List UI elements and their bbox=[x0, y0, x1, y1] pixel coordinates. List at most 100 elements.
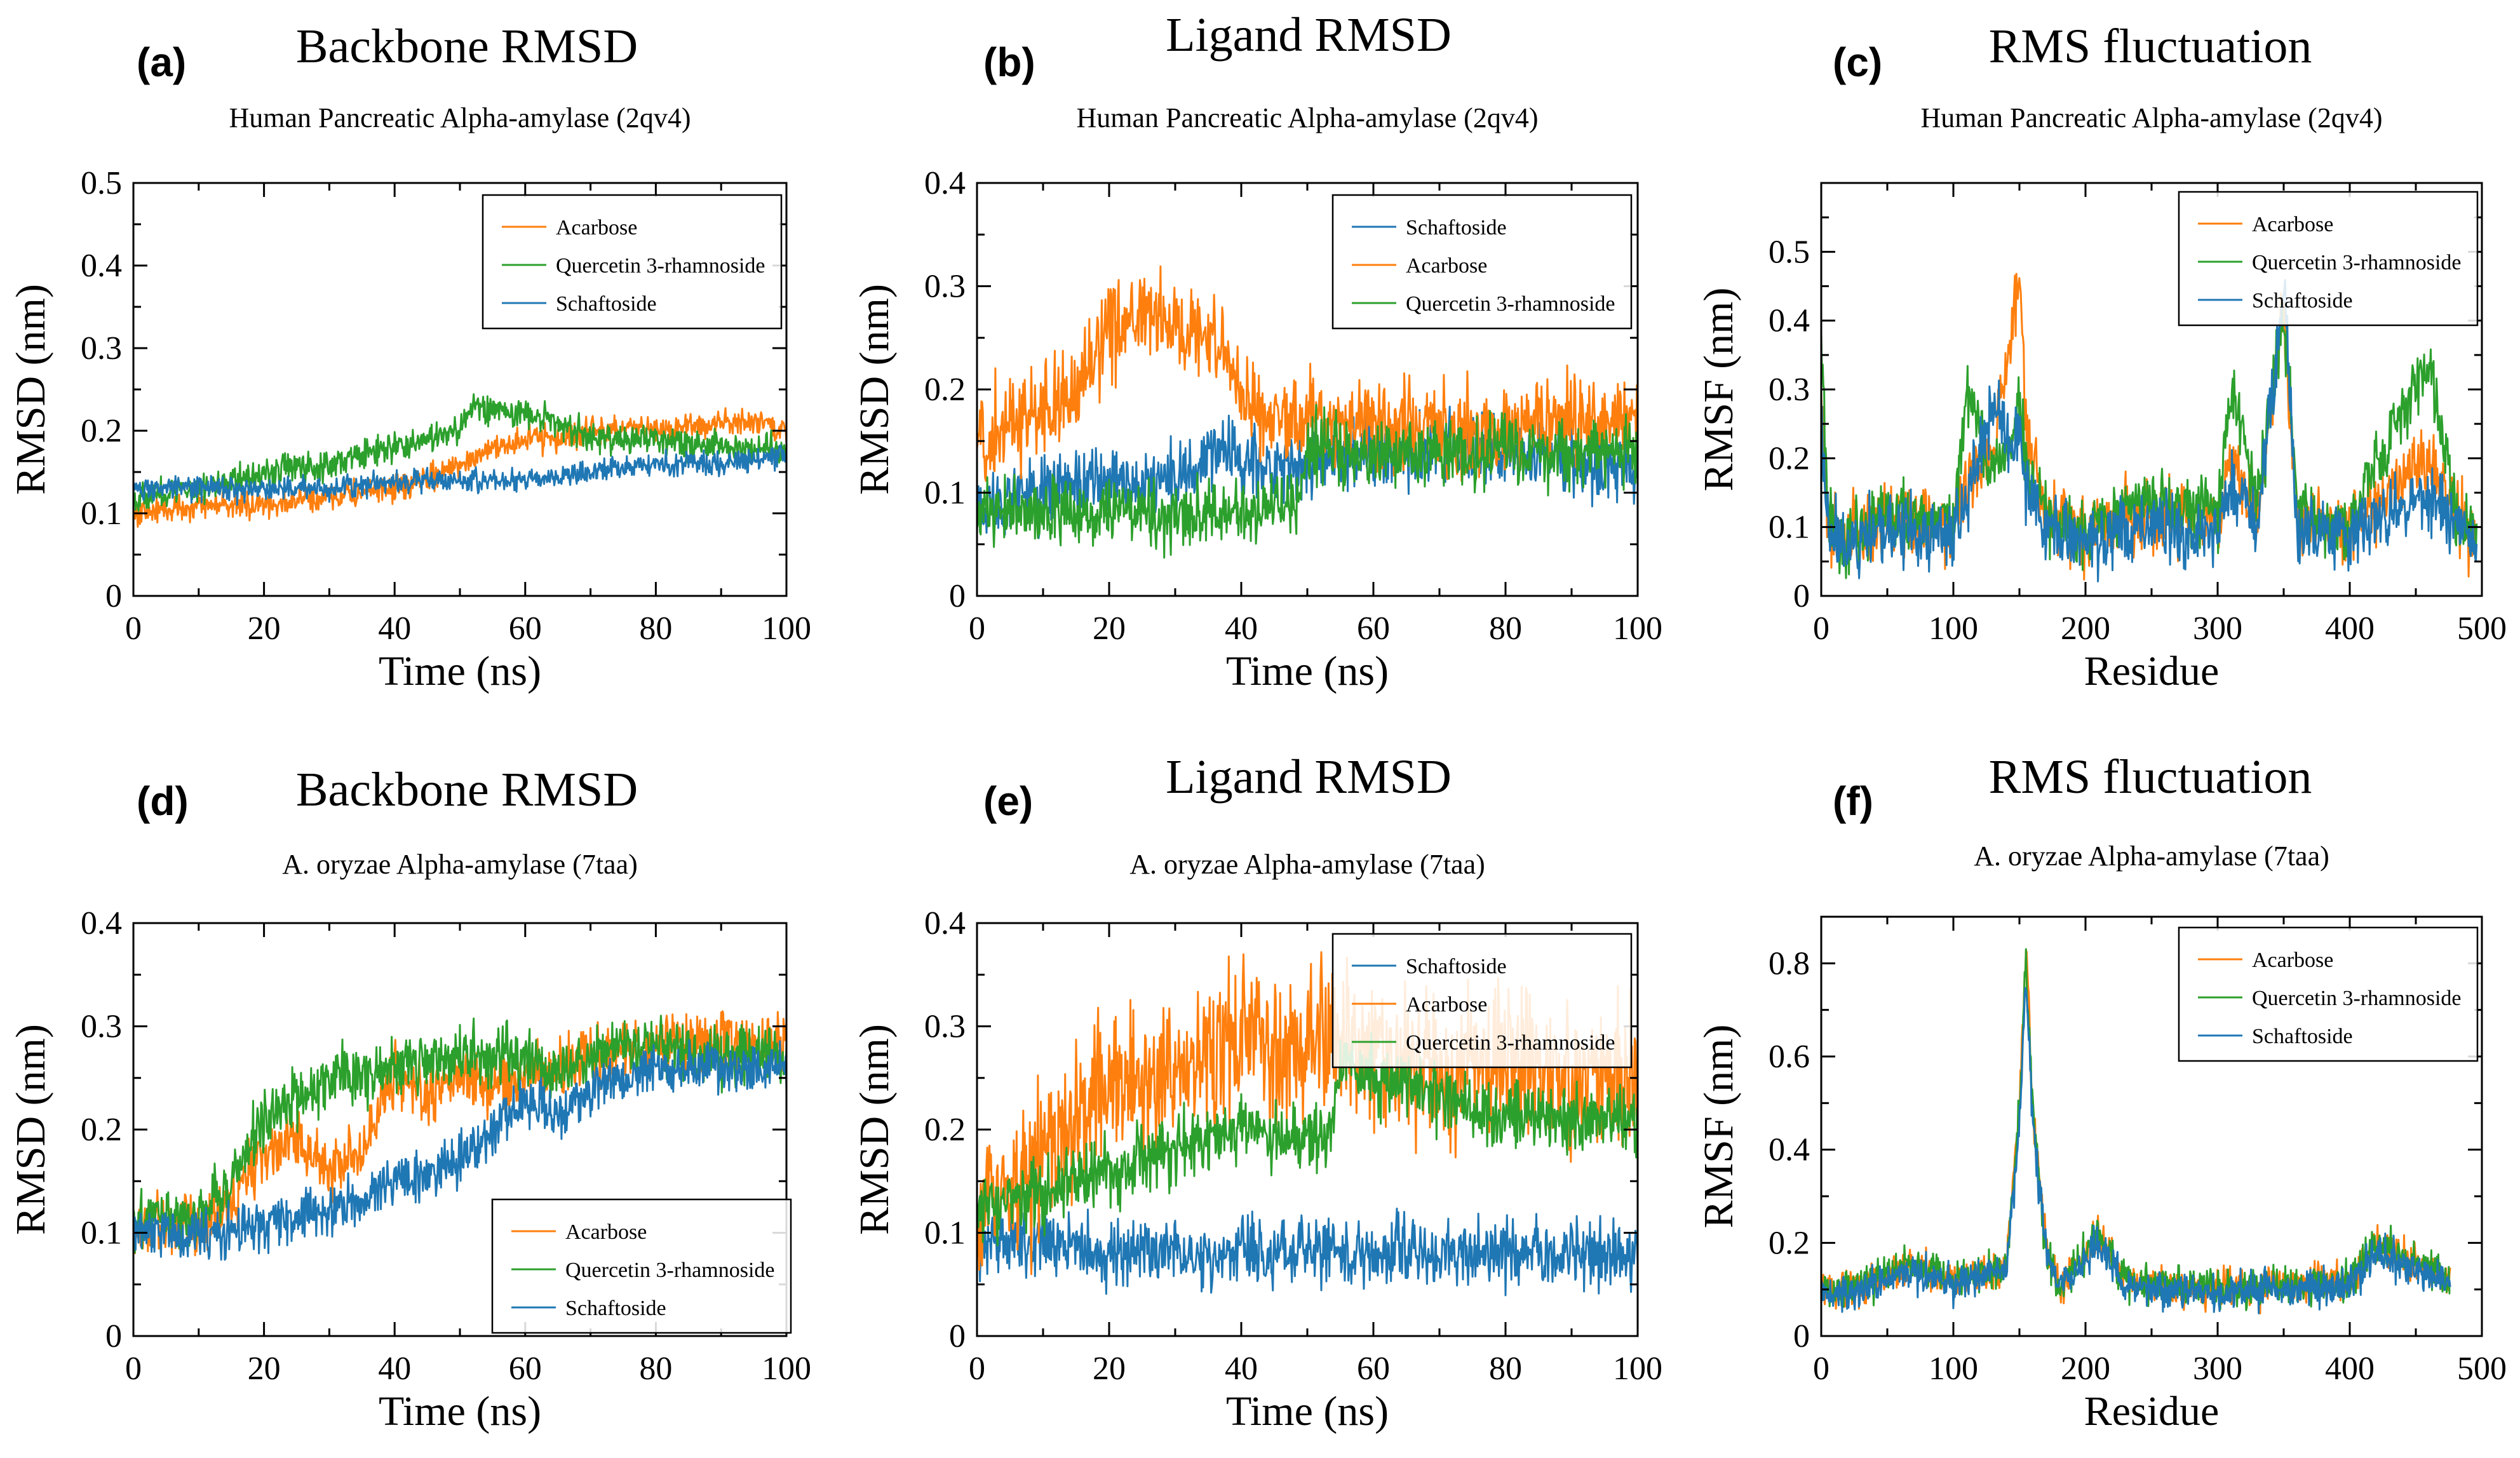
y-axis-label: RMSD (nm) bbox=[8, 1024, 54, 1235]
x-tick-label: 80 bbox=[639, 611, 672, 647]
x-tick-label: 80 bbox=[1489, 611, 1522, 647]
chart-panel-4: (e) Ligand RMSD A. oryzae Alpha-amylase (7… bbox=[851, 750, 1662, 1434]
y-tick-label: 0.2 bbox=[1769, 1225, 1810, 1261]
chart-panel-5: (f) RMS fluctuation A. oryzae Alpha-amylas… bbox=[1695, 750, 2507, 1434]
legend-entry: Quercetin 3-rhamnoside bbox=[2252, 251, 2462, 274]
legend-frame bbox=[1331, 194, 1633, 330]
x-tick-label: 40 bbox=[378, 611, 411, 647]
panel-letter: (a) bbox=[137, 39, 186, 85]
chart-title: Backbone RMSD bbox=[296, 20, 638, 73]
legend: Acarbose Quercetin 3-rhamnoside Schaftosid… bbox=[482, 194, 783, 330]
y-tick-label: 0.2 bbox=[81, 413, 122, 449]
chart-title: RMS fluctuation bbox=[1989, 750, 2312, 804]
series-line-schaftoside bbox=[1821, 279, 2478, 583]
chart-subtitle: A. oryzae Alpha-amylase (7taa) bbox=[1129, 849, 1485, 880]
y-tick-label: 0.8 bbox=[1769, 945, 1810, 982]
x-tick-label: 0 bbox=[969, 611, 985, 647]
y-tick-label: 0 bbox=[105, 578, 122, 614]
chart-panel-1: (b) Ligand RMSD Human Pancreatic Alpha-amy… bbox=[851, 8, 1662, 694]
x-tick-label: 100 bbox=[1929, 611, 1978, 647]
y-tick-label: 0.4 bbox=[924, 905, 966, 942]
legend-entry: Quercetin 3-rhamnoside bbox=[565, 1259, 775, 1282]
x-axis-label: Residue bbox=[2084, 648, 2220, 694]
legend-entry: Acarbose bbox=[2252, 213, 2333, 236]
chart-title: Ligand RMSD bbox=[1166, 750, 1452, 804]
y-tick-label: 0 bbox=[949, 578, 966, 614]
x-axis-label: Time (ns) bbox=[379, 648, 541, 694]
x-tick-label: 60 bbox=[1357, 611, 1390, 647]
x-tick-label: 0 bbox=[125, 1351, 142, 1387]
legend-entry: Acarbose bbox=[1406, 254, 1487, 278]
y-axis-label: RMSD (nm) bbox=[8, 284, 54, 495]
y-tick-label: 0.4 bbox=[1769, 1132, 1810, 1168]
chart-subtitle: Human Pancreatic Alpha-amylase (2qv4) bbox=[229, 102, 691, 133]
y-tick-label: 0.3 bbox=[1769, 372, 1810, 408]
legend-entry: Schaftoside bbox=[1406, 216, 1507, 240]
y-tick-label: 0.5 bbox=[1769, 234, 1810, 270]
x-tick-label: 100 bbox=[1613, 1351, 1662, 1387]
y-tick-label: 0 bbox=[105, 1318, 122, 1354]
legend-entry: Schaftoside bbox=[556, 292, 657, 316]
x-tick-label: 60 bbox=[1357, 1351, 1390, 1387]
legend-entry: Quercetin 3-rhamnoside bbox=[556, 254, 765, 278]
chart-panel-3: (d) Backbone RMSD A. oryzae Alpha-amylase … bbox=[8, 763, 811, 1434]
x-tick-label: 80 bbox=[1489, 1351, 1522, 1387]
y-tick-label: 0.4 bbox=[1769, 303, 1810, 339]
panel-letter: (c) bbox=[1833, 39, 1882, 85]
series-line-quercetin-3-rhamnoside bbox=[977, 1032, 1638, 1246]
panel-letter: (f) bbox=[1833, 778, 1873, 824]
legend: Acarbose Quercetin 3-rhamnoside Schaftosid… bbox=[491, 1198, 792, 1334]
y-tick-label: 0.1 bbox=[81, 496, 122, 532]
y-tick-label: 0 bbox=[1793, 1318, 1810, 1354]
y-tick-label: 0 bbox=[1793, 578, 1810, 614]
y-axis-label: RMSF (nm) bbox=[1695, 288, 1742, 492]
series-group bbox=[1821, 273, 2478, 583]
series-line-quercetin-3-rhamnoside bbox=[133, 1015, 786, 1254]
x-tick-label: 500 bbox=[2457, 1351, 2507, 1387]
legend-frame bbox=[2178, 926, 2479, 1062]
legend-entry: Acarbose bbox=[556, 216, 637, 240]
legend-entry: Quercetin 3-rhamnoside bbox=[1406, 1031, 1615, 1055]
y-tick-label: 0.1 bbox=[924, 475, 966, 511]
chart-title: Ligand RMSD bbox=[1166, 8, 1452, 62]
y-axis-label: RMSD (nm) bbox=[851, 1024, 898, 1235]
series-line-schaftoside bbox=[133, 444, 786, 506]
x-tick-label: 20 bbox=[248, 611, 281, 647]
x-tick-label: 60 bbox=[509, 611, 542, 647]
legend-entry: Schaftoside bbox=[1406, 955, 1507, 978]
y-axis-label: RMSD (nm) bbox=[851, 284, 898, 495]
x-tick-label: 20 bbox=[1093, 611, 1126, 647]
legend-entry: Acarbose bbox=[565, 1220, 647, 1244]
legend-frame bbox=[482, 194, 783, 330]
series-group bbox=[1821, 948, 2451, 1315]
y-tick-label: 0 bbox=[949, 1318, 966, 1354]
y-tick-label: 0.5 bbox=[81, 165, 122, 201]
x-tick-label: 0 bbox=[969, 1351, 985, 1387]
legend-entry: Acarbose bbox=[2252, 948, 2333, 972]
panel-letter: (b) bbox=[983, 39, 1035, 85]
y-tick-label: 0.2 bbox=[81, 1112, 122, 1148]
series-line-schaftoside bbox=[133, 1039, 786, 1261]
x-tick-label: 0 bbox=[1813, 611, 1829, 647]
y-tick-label: 0.1 bbox=[924, 1215, 966, 1252]
x-tick-label: 60 bbox=[509, 1351, 542, 1387]
x-tick-label: 80 bbox=[639, 1351, 672, 1387]
y-tick-label: 0.2 bbox=[924, 372, 966, 408]
y-tick-label: 0.6 bbox=[1769, 1039, 1810, 1075]
x-tick-label: 300 bbox=[2193, 611, 2242, 647]
legend: Schaftoside Acarbose Quercetin 3-rhamnosid… bbox=[1331, 933, 1633, 1069]
x-tick-label: 200 bbox=[2061, 611, 2110, 647]
series-line-acarbose bbox=[133, 1010, 786, 1257]
chart-subtitle: Human Pancreatic Alpha-amylase (2qv4) bbox=[1921, 102, 2383, 133]
y-tick-label: 0.4 bbox=[81, 248, 122, 284]
legend: Acarbose Quercetin 3-rhamnoside Schaftosid… bbox=[2178, 926, 2479, 1062]
x-tick-label: 100 bbox=[762, 1351, 811, 1387]
legend-frame bbox=[2178, 191, 2479, 327]
legend-frame bbox=[491, 1198, 792, 1334]
x-axis-label: Residue bbox=[2084, 1388, 2220, 1434]
y-axis-label: RMSF (nm) bbox=[1695, 1025, 1742, 1229]
x-tick-label: 100 bbox=[1929, 1351, 1978, 1387]
y-tick-label: 0.1 bbox=[1769, 510, 1810, 546]
legend-entry: Schaftoside bbox=[2252, 289, 2353, 313]
